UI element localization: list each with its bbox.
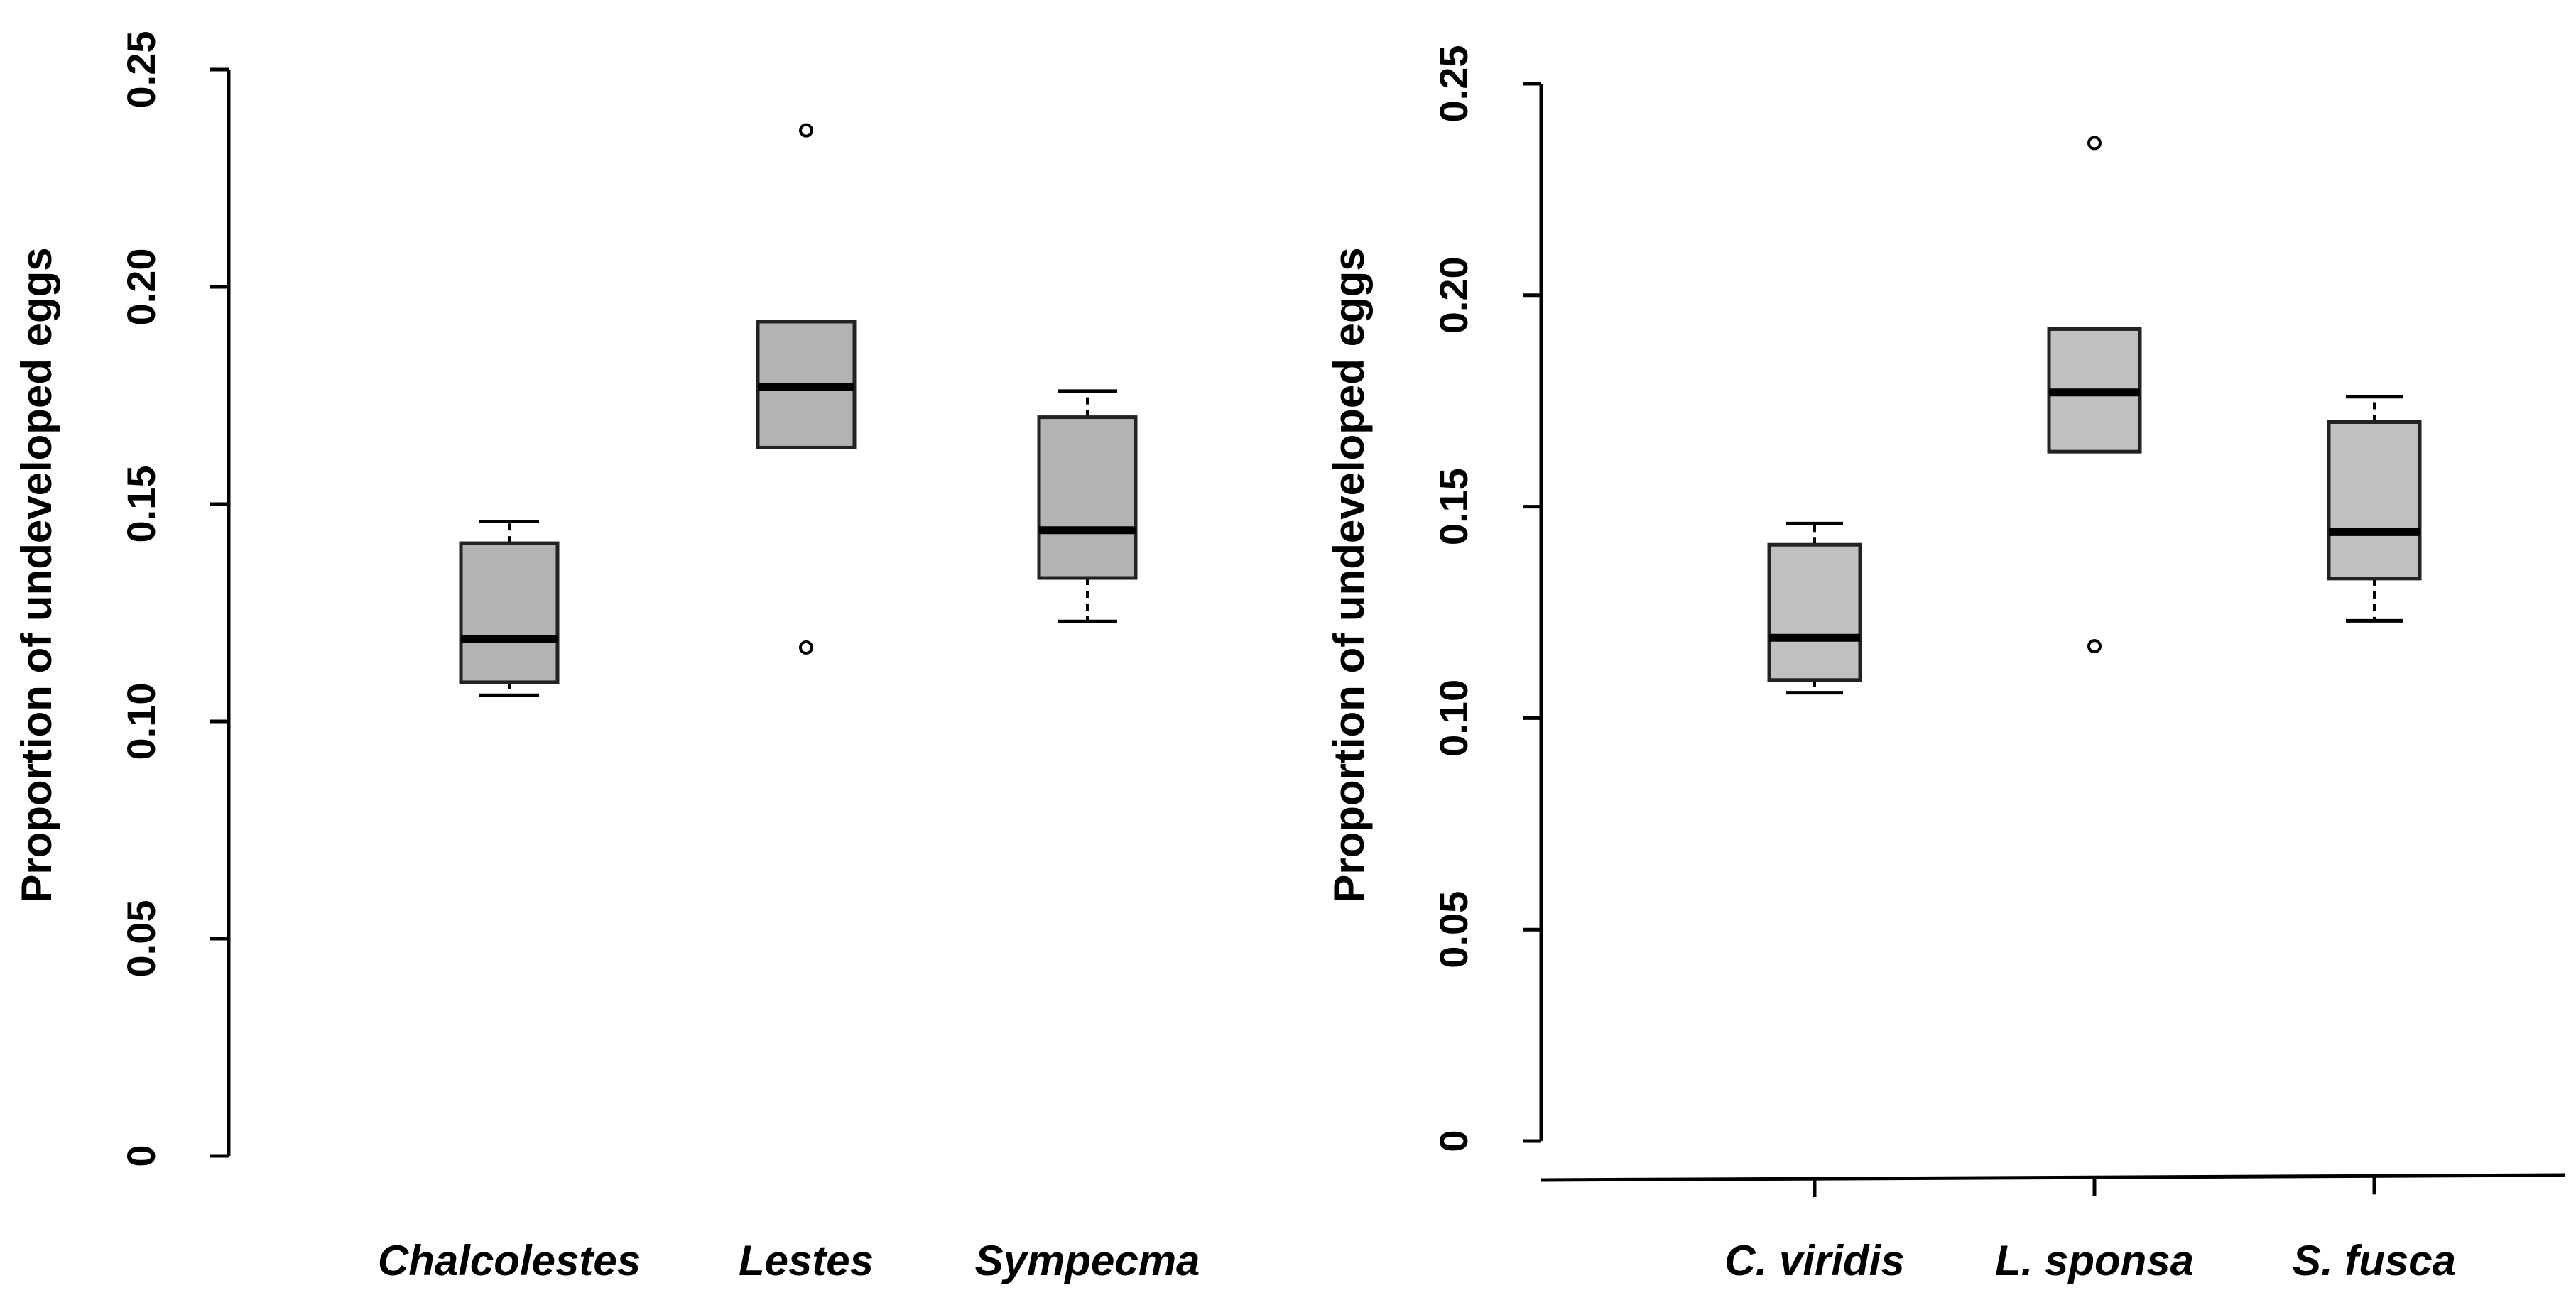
- y-tick-label: 0.15: [119, 466, 163, 543]
- y-tick-label: 0.15: [1431, 468, 1476, 545]
- outlier-point: [799, 640, 813, 655]
- y-tick-label: 0.25: [119, 31, 163, 109]
- box-chalcolestes: Chalcolestes: [378, 519, 641, 1284]
- y-tick-label: 0.20: [119, 249, 163, 326]
- category-label: Chalcolestes: [378, 1237, 641, 1284]
- boxplot-panel-2: 0 0.05 0.10 0.15 0.20 0.25 Proportion of undev…: [1325, 45, 2566, 1284]
- outlier-point: [799, 123, 813, 138]
- box-lestes: Lestes: [739, 123, 874, 1284]
- box-c-viridis: C. viridis: [1724, 521, 1905, 1284]
- outlier-point: [2087, 136, 2102, 151]
- y-tick-label: 0.05: [119, 900, 163, 978]
- y-tick-label: 0: [119, 1145, 163, 1167]
- y-tick-label: 0.05: [1431, 891, 1476, 968]
- iqr-box: [1767, 542, 1862, 682]
- y-axis-label: Proportion of undeveloped eggs: [13, 247, 60, 902]
- boxplot-panel-1: 0 0.05 0.10 0.15 0.20 0.25 Proportion of undev…: [13, 31, 1200, 1285]
- iqr-box: [1037, 415, 1138, 580]
- iqr-box: [459, 541, 560, 684]
- y-tick-label: 0.25: [1431, 45, 1476, 123]
- box-l-sponsa: L. sponsa: [1995, 136, 2194, 1284]
- box-sympecma: Sympecma: [975, 389, 1200, 1284]
- box-s-fusca: S. fusca: [2293, 395, 2456, 1284]
- y-tick-label: 0.10: [119, 683, 163, 760]
- y-tick-label: 0.20: [1431, 256, 1476, 334]
- category-label: L. sponsa: [1995, 1237, 2194, 1284]
- category-label: C. viridis: [1724, 1237, 1904, 1284]
- y-axis-label: Proportion of undeveloped eggs: [1325, 247, 1373, 902]
- category-label: S. fusca: [2293, 1237, 2456, 1284]
- x-axis-line: [1540, 1173, 2566, 1182]
- category-label: Lestes: [739, 1237, 874, 1284]
- category-label: Sympecma: [975, 1237, 1200, 1284]
- outlier-point: [2087, 639, 2102, 654]
- y-tick-label: 0: [1431, 1130, 1476, 1152]
- y-tick-label: 0.10: [1431, 679, 1476, 757]
- iqr-box: [2327, 420, 2422, 581]
